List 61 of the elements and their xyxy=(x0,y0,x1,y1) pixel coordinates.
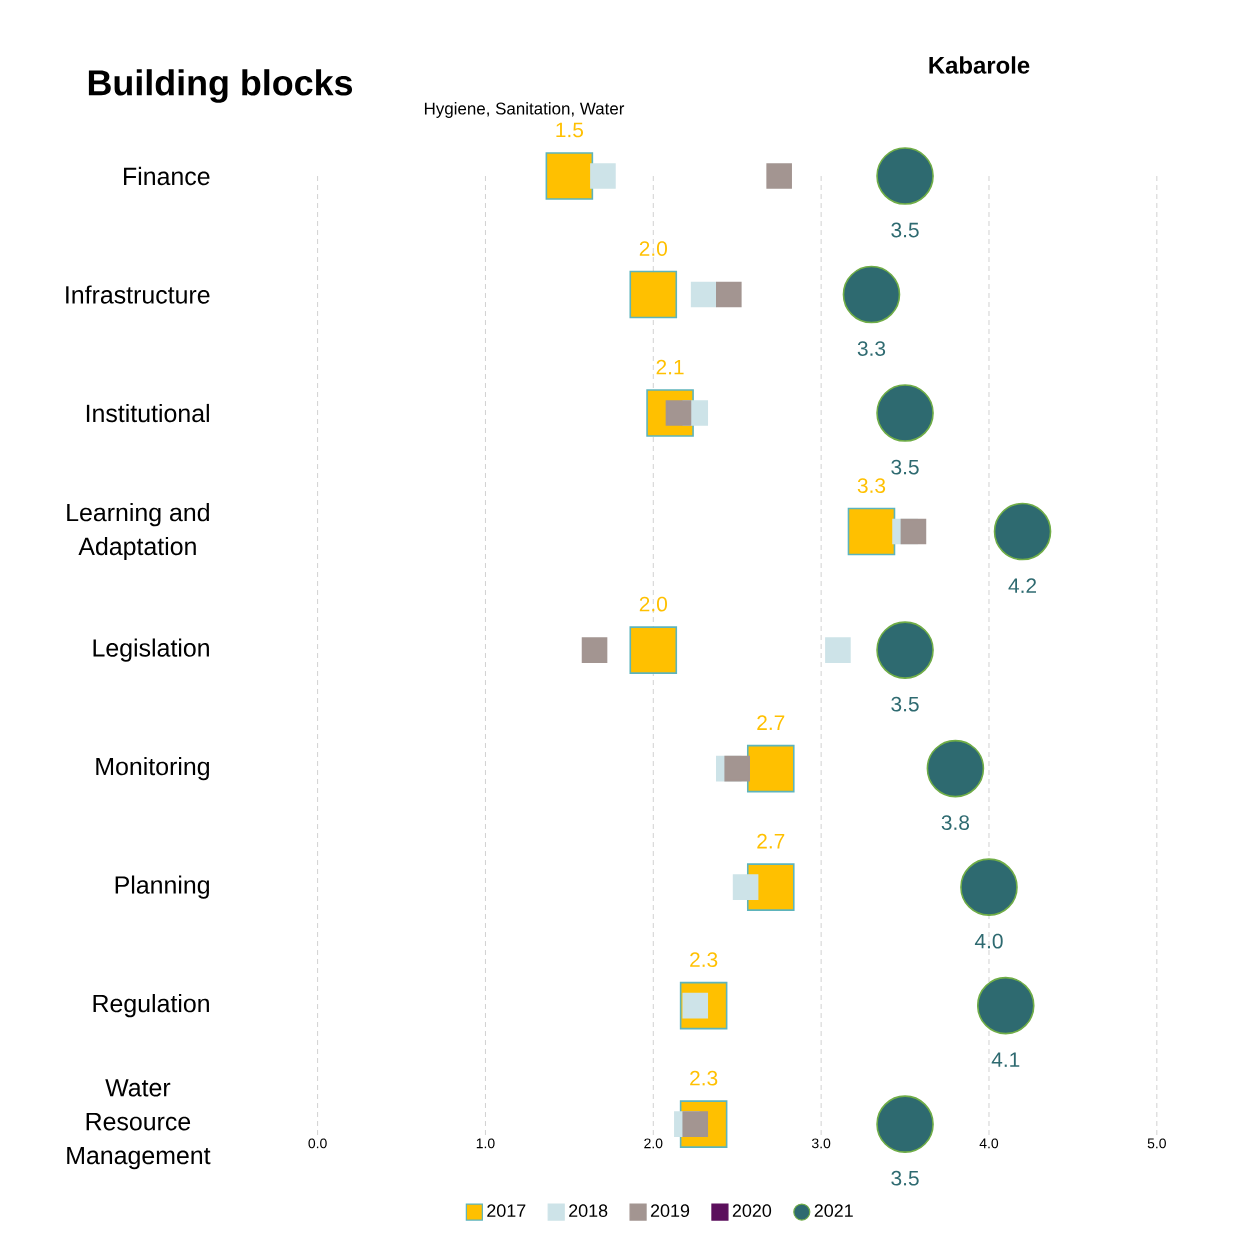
data-label: 3.5 xyxy=(891,459,919,475)
legend-label: 2019 xyxy=(650,1204,690,1217)
y-tick-label: Learning and Adaptation xyxy=(67,503,209,561)
y-tick-label: Regulation xyxy=(93,994,209,1018)
point xyxy=(766,163,792,189)
point xyxy=(900,518,927,545)
data-label: 2.0 xyxy=(639,596,667,612)
point xyxy=(590,163,616,189)
point xyxy=(876,621,934,679)
point xyxy=(682,992,709,1019)
point xyxy=(825,637,851,663)
y-tick-label: Water Resource Management xyxy=(67,1079,211,1170)
data-label: 2.3 xyxy=(690,952,718,968)
data-label: 4.1 xyxy=(991,1052,1020,1067)
data-label: 3.5 xyxy=(891,222,919,238)
y-tick-label: Monitoring xyxy=(96,756,209,781)
point xyxy=(960,858,1018,916)
y-tick-label: Institutional xyxy=(86,403,209,423)
point xyxy=(876,147,934,205)
chart-subtitle: Hygiene, Sanitation, Water xyxy=(424,102,625,118)
point xyxy=(926,739,985,798)
chart-title: Kabarole xyxy=(929,56,1030,74)
data-label: 2.7 xyxy=(757,715,785,730)
point xyxy=(876,1095,934,1153)
point xyxy=(724,755,750,782)
data-label: 4.2 xyxy=(1008,578,1037,593)
data-label: 3.5 xyxy=(891,1170,919,1186)
legend-label: 2021 xyxy=(814,1204,853,1217)
point xyxy=(716,281,742,308)
point xyxy=(629,270,678,319)
data-label: 2.1 xyxy=(656,359,684,375)
point xyxy=(847,507,896,556)
legend-label: 2020 xyxy=(732,1204,772,1217)
point xyxy=(746,744,795,793)
point xyxy=(876,384,934,442)
y-tick-label: Legislation xyxy=(93,638,209,662)
point xyxy=(842,265,901,324)
point xyxy=(629,626,678,674)
data-label: 4.0 xyxy=(974,933,1003,949)
point xyxy=(690,281,717,308)
data-label: 3.3 xyxy=(857,341,886,356)
data-label: 2.3 xyxy=(690,1070,718,1086)
point xyxy=(732,874,759,900)
point xyxy=(665,400,692,426)
legend-label: 2018 xyxy=(569,1204,608,1217)
data-label: 3.3 xyxy=(857,478,886,493)
data-label: 2.7 xyxy=(757,833,785,849)
point xyxy=(993,502,1052,561)
data-label: 1.5 xyxy=(556,122,584,138)
y-tick-label: Infrastructure xyxy=(66,285,210,304)
y-tick-label: Finance xyxy=(124,166,210,186)
y-tick-label: Planning xyxy=(115,875,209,899)
legend-label: 2017 xyxy=(487,1204,526,1217)
y-axis-title: Building blocks xyxy=(88,69,353,103)
point xyxy=(581,637,608,663)
data-label: 2.0 xyxy=(639,241,667,256)
data-label: 3.8 xyxy=(941,815,970,831)
point xyxy=(545,152,594,200)
point xyxy=(976,976,1035,1035)
data-label: 3.5 xyxy=(891,696,919,712)
point xyxy=(682,1111,709,1137)
